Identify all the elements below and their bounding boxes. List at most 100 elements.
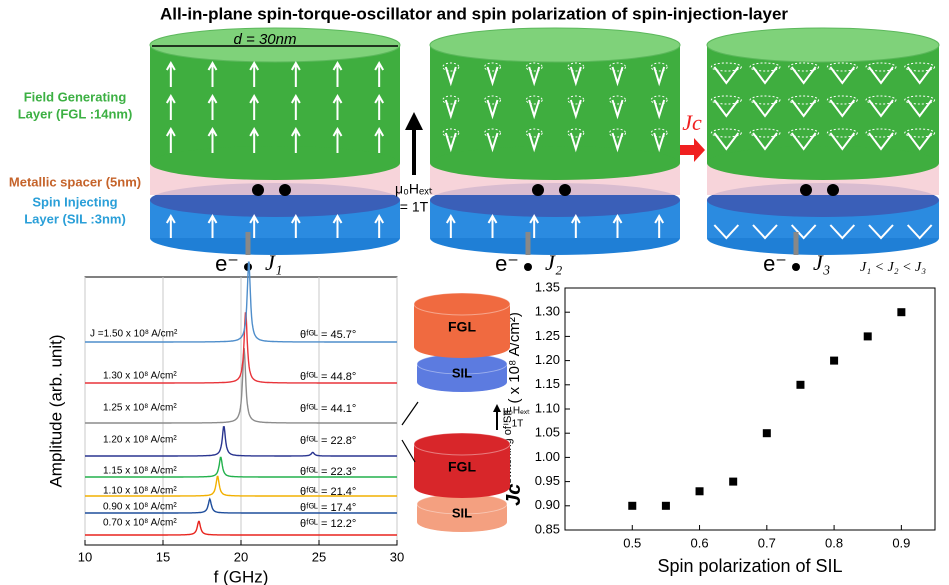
sil-moment-arrow	[207, 213, 218, 238]
inset-fgl-top	[413, 432, 511, 456]
x-tick-label: 10	[78, 549, 92, 564]
fgl-moment-arrow	[249, 60, 260, 87]
fgl-body	[707, 45, 939, 163]
electron	[792, 263, 800, 271]
data-point	[729, 477, 738, 486]
x-tick-label: 25	[312, 549, 326, 564]
precession-cone	[484, 62, 501, 72]
inset-field-arrow	[493, 404, 501, 430]
fgl-bottom	[150, 146, 400, 180]
data-point	[897, 308, 906, 317]
precession-cone	[484, 128, 501, 138]
precession-cone	[442, 95, 460, 105]
fgl-precession	[829, 66, 856, 85]
spin-dot	[827, 184, 839, 196]
fgl-moment-arrow	[290, 126, 301, 153]
precession-cone	[567, 128, 585, 138]
precession-cone	[710, 95, 742, 105]
fgl-precession	[752, 132, 778, 151]
precession-cone	[650, 128, 668, 138]
fgl-moment-arrow	[374, 93, 385, 120]
fgl-precession	[444, 99, 457, 120]
fgl-top	[149, 27, 401, 63]
precession-cone	[826, 95, 858, 105]
fgl-precession	[528, 66, 541, 87]
theta-label: θᶠᴳᴸ = 17.4°	[300, 502, 356, 514]
pointer-arrow	[401, 439, 416, 463]
fgl-precession	[790, 132, 817, 151]
sil-precession	[868, 224, 894, 240]
fgl-precession	[713, 132, 740, 151]
sil-moment-arrow	[249, 213, 260, 238]
theta-label: θᶠᴳᴸ = 44.1°	[300, 403, 356, 415]
fgl-precession	[713, 99, 740, 118]
y-tick-label: 1.30	[535, 304, 560, 319]
precession-cone	[567, 95, 585, 105]
current-label: J₃	[813, 250, 830, 275]
spectrum-line	[85, 497, 397, 514]
x-axis-label: f (GHz)	[214, 567, 269, 585]
y-tick-label: 0.95	[535, 473, 560, 488]
spectrum-line	[85, 347, 397, 424]
x-tick-label: 0.6	[691, 535, 709, 550]
spin-dot	[800, 184, 812, 196]
fgl-precession	[713, 66, 740, 85]
precession-cone	[865, 95, 897, 105]
series-label: 1.20 x 10⁸ A/cm²	[103, 435, 177, 446]
precession-cone	[710, 62, 742, 72]
y-tick-label: 1.15	[535, 376, 560, 391]
fgl-precession	[611, 66, 624, 87]
fgl-precession	[569, 99, 582, 120]
sil-precession	[713, 224, 740, 240]
spectrum-line	[85, 312, 397, 384]
field-label: μ₀Hₑₓₜ	[395, 181, 433, 197]
precession-cone	[525, 95, 543, 105]
fgl-precession	[611, 99, 624, 120]
y-tick-label: 1.05	[535, 425, 560, 440]
fgl-precession	[829, 99, 856, 118]
precession-cone	[525, 128, 543, 138]
inset-fgl-top	[413, 292, 511, 316]
inset-field-label: = 1T	[503, 419, 523, 430]
theta-label: θᶠᴳᴸ = 22.3°	[300, 466, 356, 478]
inset-fgl-label: FGL	[448, 319, 476, 335]
fgl-precession	[829, 132, 856, 151]
fgl-precession	[653, 66, 666, 87]
fgl-body	[430, 45, 680, 163]
fgl-moment-arrow	[332, 93, 343, 120]
critical-arrow	[680, 138, 705, 162]
fgl-precession	[868, 132, 894, 151]
fgl-moment-arrow	[332, 60, 343, 87]
precession-cone	[749, 95, 781, 105]
precession-cone	[567, 62, 585, 72]
fgl-moment-arrow	[249, 93, 260, 120]
inset-sil-label: SIL	[452, 365, 472, 380]
fgl-precession	[486, 99, 499, 120]
theta-label: θᶠᴳᴸ = 45.7°	[300, 329, 356, 341]
field-label: = 1T	[400, 199, 429, 215]
x-tick-label: 0.9	[892, 535, 910, 550]
fgl-precession	[528, 99, 541, 120]
series-label: J =1.50 x 10⁸ A/cm²	[90, 329, 178, 340]
series-label: 1.15 x 10⁸ A/cm²	[103, 466, 177, 477]
spectrum-line	[85, 261, 397, 343]
data-point	[695, 487, 704, 496]
fgl-precession	[752, 99, 778, 118]
precession-cone	[650, 95, 668, 105]
fgl-precession	[444, 66, 457, 87]
spectrum-line	[85, 426, 397, 457]
fgl-precession	[653, 132, 666, 153]
fgl-precession	[790, 99, 817, 118]
fgl-moment-arrow	[207, 60, 218, 87]
inset-field-label: μ₀Hₑₓₜ	[503, 406, 530, 417]
precession-cone	[865, 128, 897, 138]
x-tick-label: 30	[390, 549, 404, 564]
precession-cone	[609, 95, 626, 105]
spacer-label: Metallic spacer (5nm)	[9, 174, 141, 189]
fgl-precession	[906, 99, 933, 118]
fgl-precession	[790, 66, 817, 85]
figure-title: All-in-plane spin-torque-oscillator and …	[160, 4, 788, 23]
diameter-label: d = 30nm	[234, 31, 297, 48]
y-tick-label: 1.00	[535, 449, 560, 464]
series-label: 1.30 x 10⁸ A/cm²	[103, 371, 177, 382]
